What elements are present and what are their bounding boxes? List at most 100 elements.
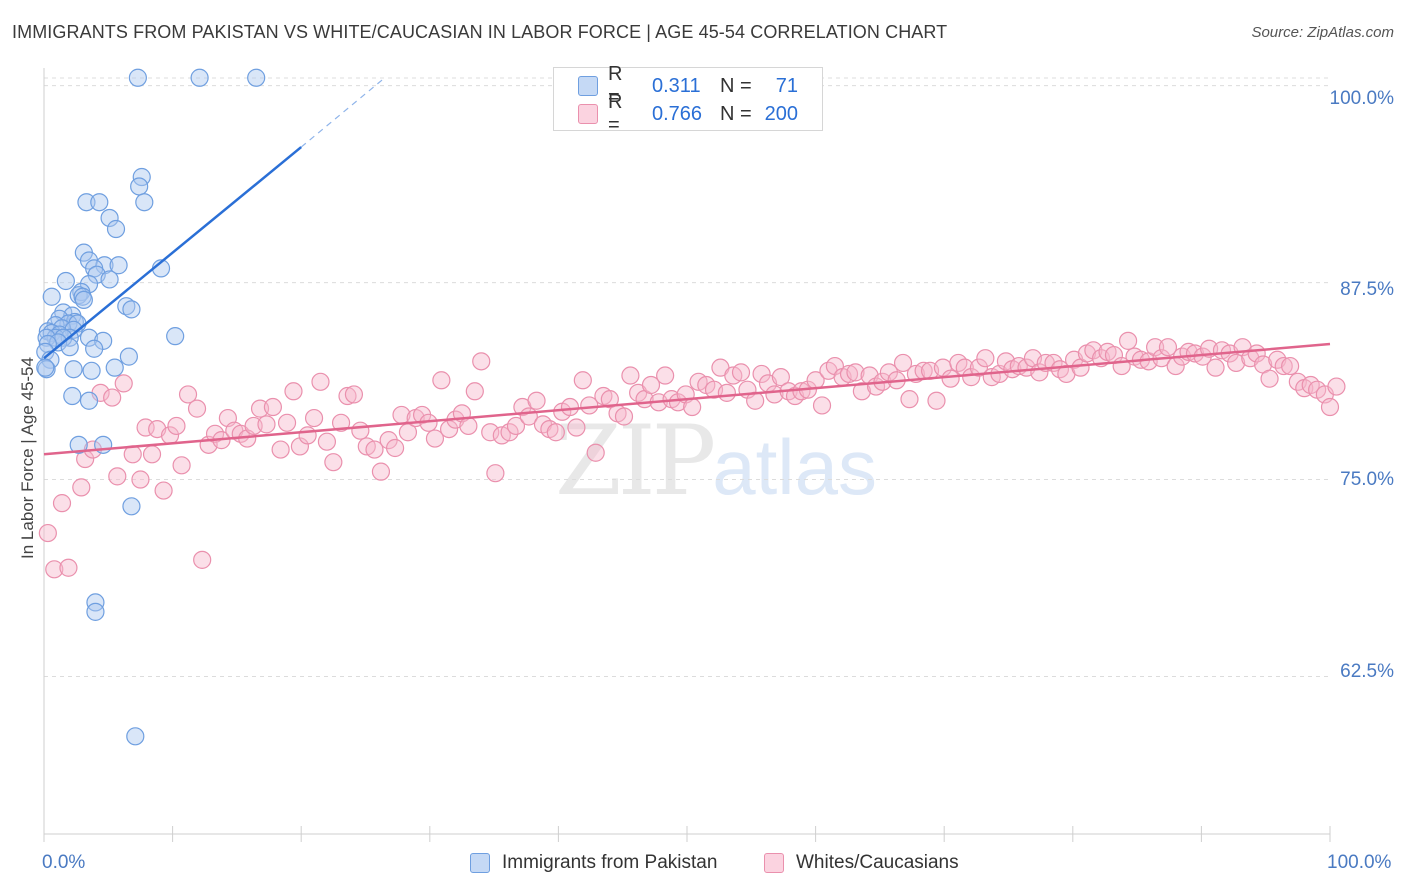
source-label[interactable]: Source: ZipAtlas.com bbox=[1251, 24, 1394, 41]
pakistan-point bbox=[109, 256, 128, 275]
white-point bbox=[573, 371, 592, 390]
bottom-legend-swatch-pink bbox=[764, 853, 784, 873]
white-point bbox=[1206, 358, 1225, 377]
white-point bbox=[45, 560, 64, 579]
pakistan-point bbox=[36, 358, 55, 377]
white-point bbox=[527, 391, 546, 410]
white-point bbox=[142, 445, 162, 464]
white-point bbox=[72, 478, 91, 497]
white-point bbox=[683, 397, 702, 417]
pakistan-trend-extension bbox=[300, 77, 386, 148]
bottom-legend-swatch-blue bbox=[470, 853, 490, 873]
white-point bbox=[331, 413, 351, 432]
pakistan-point bbox=[85, 339, 104, 358]
white-point bbox=[614, 407, 634, 426]
white-point bbox=[154, 481, 173, 500]
white-point bbox=[976, 349, 995, 368]
pakistan-point bbox=[119, 347, 138, 366]
white-point bbox=[852, 382, 871, 401]
white-point bbox=[472, 352, 491, 371]
white-point bbox=[465, 382, 484, 401]
bottom-legend-whites[interactable]: Whites/Caucasians bbox=[764, 852, 959, 874]
x-tick-label-min: 0.0% bbox=[42, 852, 86, 873]
white-point bbox=[263, 397, 283, 417]
white-point bbox=[641, 375, 661, 395]
pakistan-point bbox=[166, 327, 185, 346]
bottom-legend-label: Immigrants from Pakistan bbox=[502, 852, 718, 873]
legend-swatch-pink bbox=[578, 104, 598, 124]
white-point bbox=[1320, 397, 1340, 417]
legend-r-value: 0.766 bbox=[652, 102, 703, 125]
white-point bbox=[108, 467, 127, 486]
white-point bbox=[731, 363, 751, 382]
white-point bbox=[459, 416, 478, 436]
pakistan-point bbox=[247, 68, 266, 87]
pakistan-point bbox=[190, 68, 209, 87]
watermark: ZIPatlas bbox=[555, 405, 877, 517]
pakistan-point bbox=[63, 386, 82, 406]
white-point bbox=[167, 416, 186, 436]
white-point bbox=[812, 396, 832, 415]
white-point bbox=[172, 456, 191, 475]
white-point bbox=[927, 391, 946, 410]
white-point bbox=[1146, 338, 1165, 357]
white-point bbox=[351, 421, 370, 440]
white-point bbox=[1327, 377, 1346, 396]
bottom-legend-label: Whites/Caucasians bbox=[796, 852, 959, 873]
bottom-legend-pakistan[interactable]: Immigrants from Pakistan bbox=[470, 852, 717, 874]
y-tick-label-87-5: 87.5% bbox=[1340, 279, 1394, 300]
white-point bbox=[1274, 356, 1293, 376]
white-point bbox=[257, 415, 276, 434]
white-point bbox=[941, 369, 960, 388]
white-point bbox=[1158, 338, 1178, 357]
pakistan-point bbox=[130, 177, 149, 196]
white-point bbox=[304, 408, 324, 428]
white-point bbox=[1118, 331, 1138, 350]
white-point bbox=[752, 364, 771, 384]
legend-n-label: N = bbox=[720, 74, 752, 97]
pakistan-point bbox=[100, 208, 119, 228]
white-point bbox=[311, 372, 330, 391]
white-point bbox=[338, 386, 357, 406]
legend-r-label: R = bbox=[608, 63, 623, 108]
legend-r-value: 0.311 bbox=[652, 74, 701, 97]
white-point bbox=[546, 423, 565, 442]
pakistan-point bbox=[64, 360, 83, 379]
white-point bbox=[506, 416, 526, 436]
white-point bbox=[486, 464, 505, 483]
white-point bbox=[656, 366, 675, 385]
white-point bbox=[317, 432, 337, 451]
white-point bbox=[586, 443, 605, 462]
white-point bbox=[846, 363, 865, 382]
white-point bbox=[771, 368, 790, 387]
legend-n-value: 71 bbox=[775, 74, 798, 97]
watermark-zip: ZIP bbox=[555, 405, 716, 517]
white-point bbox=[567, 418, 586, 437]
pakistan-point bbox=[56, 271, 75, 291]
white-point bbox=[178, 385, 198, 404]
x-tick-label-max: 100.0% bbox=[1327, 852, 1392, 873]
pakistan-point bbox=[135, 193, 154, 212]
pakistan-point bbox=[42, 287, 61, 306]
white-point bbox=[59, 558, 78, 577]
white-point bbox=[600, 390, 619, 409]
pakistan-point bbox=[86, 593, 105, 612]
white-point bbox=[717, 383, 736, 402]
white-point bbox=[371, 462, 391, 481]
legend: R = 0.311 N = 71 R = 0.766 N = 200 bbox=[553, 63, 823, 136]
white-point bbox=[385, 438, 405, 458]
white-point bbox=[52, 494, 72, 513]
white-point bbox=[900, 390, 919, 409]
white-point bbox=[580, 396, 599, 415]
y-tick-label-62-5: 62.5% bbox=[1340, 661, 1394, 682]
white-point bbox=[38, 523, 57, 543]
white-point bbox=[365, 440, 384, 459]
legend-n-label: N = bbox=[720, 102, 752, 125]
white-point bbox=[298, 426, 317, 445]
white-point bbox=[271, 440, 290, 459]
white-point bbox=[1260, 369, 1279, 388]
legend-n-value: 200 bbox=[764, 102, 798, 125]
white-point bbox=[425, 429, 445, 448]
white-trend-line bbox=[43, 342, 1331, 456]
